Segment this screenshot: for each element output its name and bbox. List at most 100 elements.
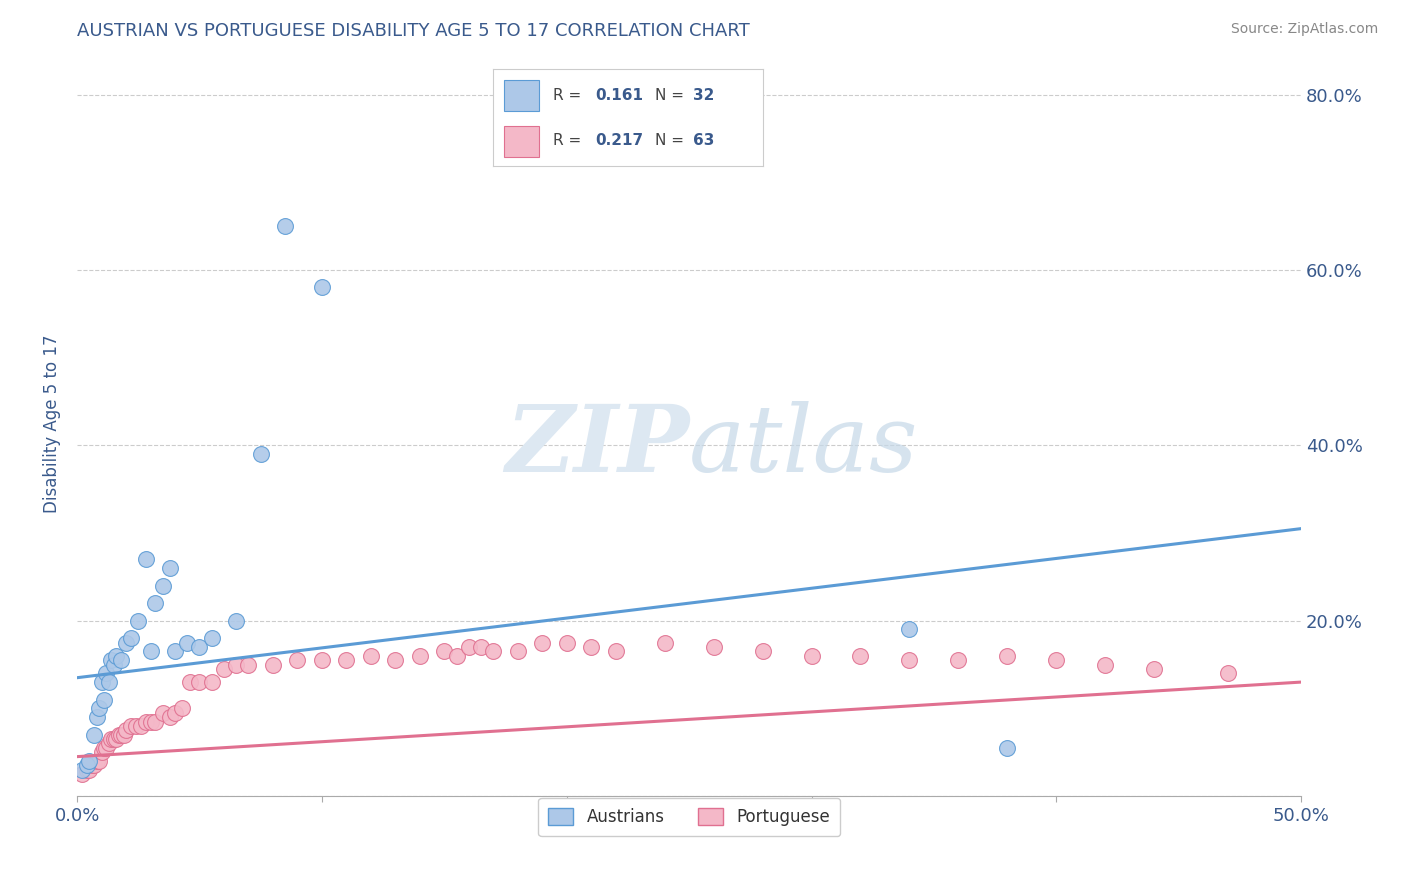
Point — [110, 653, 132, 667]
Point — [201, 632, 224, 646]
Point — [135, 714, 157, 729]
Point — [948, 653, 970, 667]
Point — [159, 710, 181, 724]
Point — [225, 657, 247, 672]
Point — [800, 648, 823, 663]
Point — [145, 714, 167, 729]
Point — [89, 754, 111, 768]
Point — [335, 653, 357, 667]
Point — [703, 640, 725, 654]
Point — [105, 648, 128, 663]
Point — [90, 675, 112, 690]
Point — [152, 579, 174, 593]
Point — [995, 740, 1018, 755]
Point — [287, 653, 309, 667]
Point — [188, 675, 211, 690]
Point — [93, 740, 115, 755]
Point — [849, 648, 872, 663]
Text: ZIP: ZIP — [505, 401, 689, 491]
Point — [409, 648, 432, 663]
Point — [139, 644, 162, 658]
Point — [1143, 662, 1166, 676]
Point — [90, 745, 112, 759]
Point — [120, 632, 142, 646]
Point — [751, 644, 773, 658]
Point — [139, 714, 162, 729]
Point — [97, 675, 120, 690]
Point — [86, 710, 108, 724]
Point — [995, 648, 1018, 663]
Point — [898, 653, 921, 667]
Point — [70, 767, 93, 781]
Point — [80, 758, 103, 772]
Point — [274, 219, 297, 233]
Point — [159, 561, 181, 575]
Point — [360, 648, 382, 663]
Legend: Austrians, Portuguese: Austrians, Portuguese — [538, 798, 839, 836]
Point — [112, 728, 135, 742]
Point — [107, 728, 129, 742]
Point — [311, 653, 333, 667]
Point — [103, 732, 125, 747]
Point — [506, 644, 529, 658]
Point — [135, 552, 157, 566]
Point — [115, 723, 138, 738]
Point — [110, 728, 132, 742]
Point — [145, 596, 167, 610]
Point — [97, 736, 120, 750]
Point — [93, 692, 115, 706]
Point — [1045, 653, 1067, 667]
Point — [79, 754, 101, 768]
Point — [1094, 657, 1116, 672]
Point — [384, 653, 406, 667]
Text: Source: ZipAtlas.com: Source: ZipAtlas.com — [1230, 22, 1378, 37]
Point — [152, 706, 174, 720]
Point — [238, 657, 260, 672]
Point — [120, 719, 142, 733]
Point — [262, 657, 284, 672]
Point — [172, 701, 194, 715]
Point — [125, 719, 148, 733]
Point — [79, 763, 101, 777]
Point — [531, 635, 554, 649]
Point — [89, 701, 111, 715]
Point — [86, 754, 108, 768]
Text: AUSTRIAN VS PORTUGUESE DISABILITY AGE 5 TO 17 CORRELATION CHART: AUSTRIAN VS PORTUGUESE DISABILITY AGE 5 … — [77, 22, 749, 40]
Point — [470, 640, 492, 654]
Point — [446, 648, 468, 663]
Point — [100, 732, 122, 747]
Point — [76, 758, 98, 772]
Point — [457, 640, 479, 654]
Point — [83, 728, 105, 742]
Point — [605, 644, 627, 658]
Point — [249, 447, 271, 461]
Point — [482, 644, 505, 658]
Point — [115, 635, 138, 649]
Point — [96, 740, 118, 755]
Point — [163, 706, 186, 720]
Y-axis label: Disability Age 5 to 17: Disability Age 5 to 17 — [44, 334, 60, 513]
Point — [1216, 666, 1239, 681]
Point — [433, 644, 456, 658]
Point — [179, 675, 201, 690]
Point — [555, 635, 578, 649]
Point — [105, 732, 128, 747]
Point — [76, 763, 98, 777]
Point — [225, 614, 247, 628]
Point — [579, 640, 602, 654]
Point — [96, 666, 118, 681]
Text: atlas: atlas — [689, 401, 918, 491]
Point — [188, 640, 211, 654]
Point — [129, 719, 152, 733]
Point — [654, 635, 676, 649]
Point — [103, 657, 125, 672]
Point — [176, 635, 198, 649]
Point — [100, 653, 122, 667]
Point — [163, 644, 186, 658]
Point — [212, 662, 235, 676]
Point — [201, 675, 224, 690]
Point — [127, 614, 149, 628]
Point — [70, 763, 93, 777]
Point — [898, 623, 921, 637]
Point — [83, 758, 105, 772]
